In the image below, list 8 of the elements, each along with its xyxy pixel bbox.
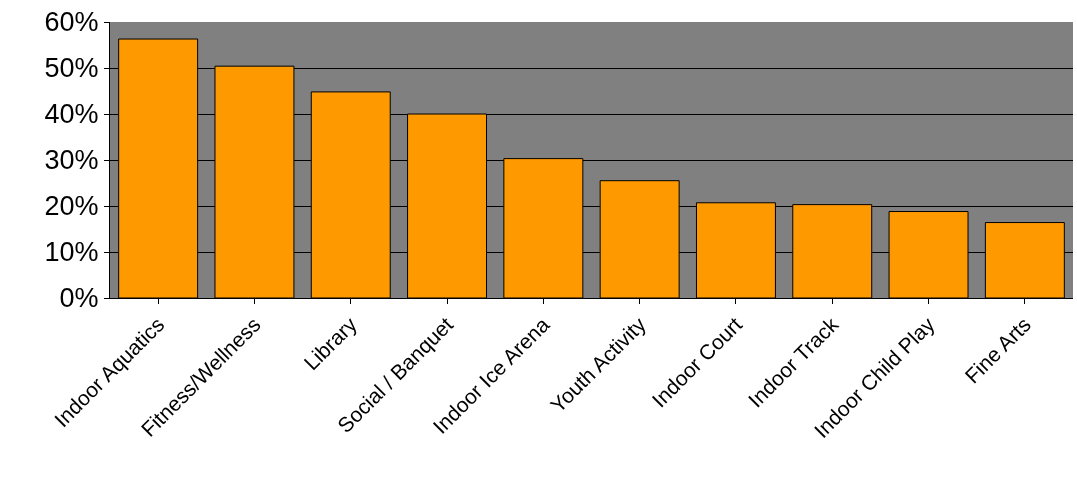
y-tick-label: 50% <box>44 53 99 84</box>
y-tick-label: 20% <box>44 191 99 222</box>
y-tick-label: 10% <box>44 237 99 268</box>
y-tick-label: 40% <box>44 99 99 130</box>
y-tick-label: 30% <box>44 145 99 176</box>
y-tick-label: 60% <box>44 7 99 38</box>
x-tick-label: Fine Arts <box>960 312 1036 388</box>
y-tick-label: 0% <box>59 283 99 314</box>
